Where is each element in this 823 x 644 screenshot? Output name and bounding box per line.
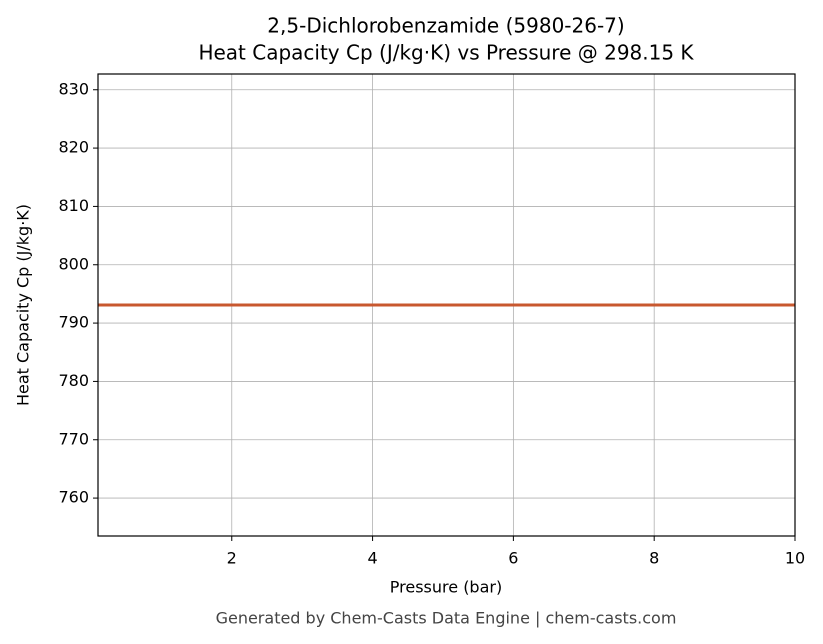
x-tick-label: 6 — [508, 549, 518, 568]
y-tick-label: 800 — [58, 254, 89, 273]
x-axis-label: Pressure (bar) — [390, 578, 502, 597]
y-axis-label: Heat Capacity Cp (J/kg·K) — [14, 204, 33, 406]
chart-title: 2,5-Dichlorobenzamide (5980-26-7) — [267, 14, 624, 38]
y-tick-label: 820 — [58, 138, 89, 157]
chart-subtitle: Heat Capacity Cp (J/kg·K) vs Pressure @ … — [198, 41, 694, 65]
y-tick-label: 780 — [58, 371, 89, 390]
footer: Generated by Chem-Casts Data Engine | ch… — [216, 609, 677, 628]
x-tick-label: 2 — [227, 549, 237, 568]
y-tick-label: 760 — [58, 488, 89, 507]
y-tick-label: 830 — [58, 79, 89, 98]
y-tick-label: 810 — [58, 196, 89, 215]
y-tick-label: 790 — [58, 313, 89, 332]
x-tick-label: 10 — [785, 549, 805, 568]
y-tick-label: 770 — [58, 429, 89, 448]
plot-frame — [97, 73, 796, 537]
x-tick-label: 4 — [367, 549, 377, 568]
x-tick-label: 8 — [649, 549, 659, 568]
